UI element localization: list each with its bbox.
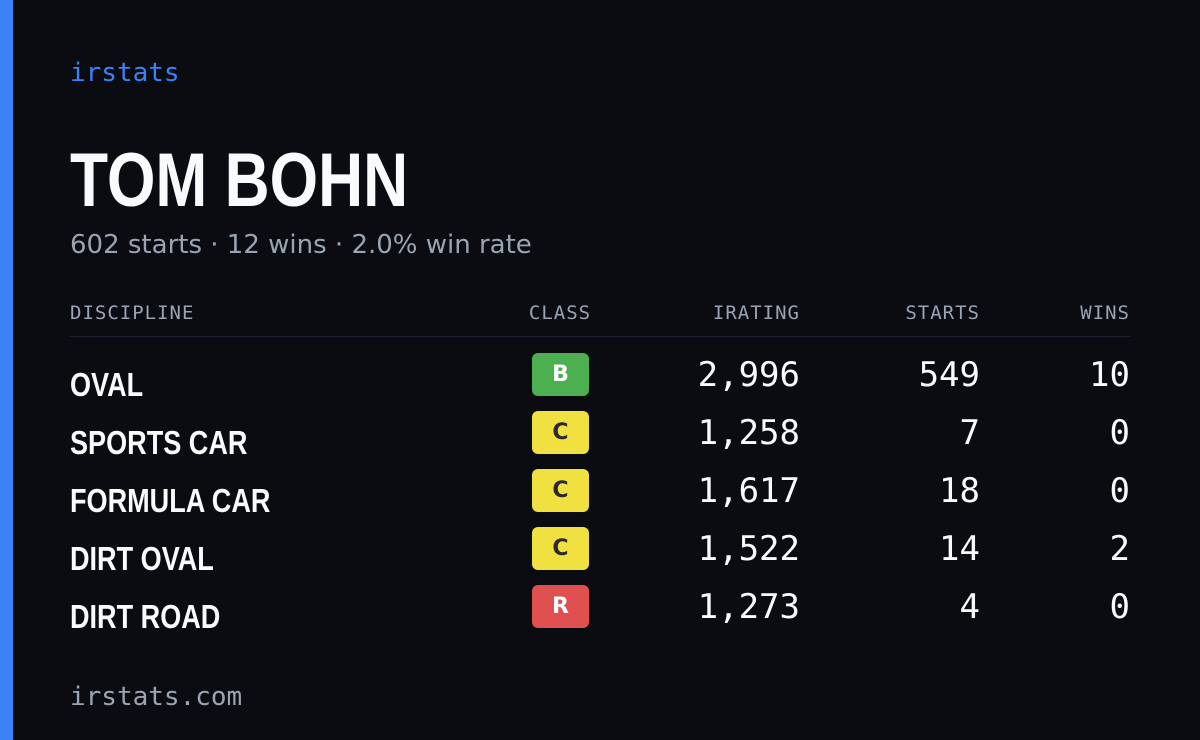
- row-wins: 0: [1109, 413, 1130, 453]
- row-starts: 549: [918, 355, 980, 395]
- table-body: OVAL B 2,996 549 10 SPORTS CAR C 1,258 7…: [70, 351, 1130, 641]
- row-wins: 2: [1109, 529, 1130, 569]
- row-discipline: DIRT OVAL: [70, 540, 214, 577]
- table-row: DIRT OVAL C 1,522 14 2: [70, 525, 1130, 583]
- row-discipline: OVAL: [70, 366, 144, 403]
- row-wins: 0: [1109, 471, 1130, 511]
- brand-logo-text: irstats: [70, 58, 180, 88]
- license-class-badge: B: [532, 353, 589, 396]
- table-row: FORMULA CAR C 1,617 18 0: [70, 467, 1130, 525]
- row-discipline: FORMULA CAR: [70, 482, 271, 519]
- license-class-badge: C: [532, 469, 589, 512]
- row-irating: 1,258: [697, 413, 800, 453]
- license-class-badge: C: [532, 411, 589, 454]
- footer-url: irstats.com: [70, 682, 243, 712]
- table-row: OVAL B 2,996 549 10: [70, 351, 1130, 409]
- discipline-table: DISCIPLINE CLASS IRATING STARTS WINS OVA…: [70, 296, 1130, 641]
- license-class-badge: R: [532, 585, 589, 628]
- table-row: DIRT ROAD R 1,273 4 0: [70, 583, 1130, 641]
- row-irating: 1,617: [697, 471, 800, 511]
- driver-summary: 602 starts · 12 wins · 2.0% win rate: [70, 230, 532, 260]
- row-starts: 18: [939, 471, 980, 511]
- row-wins: 10: [1089, 355, 1130, 395]
- accent-bar: [0, 0, 13, 740]
- header-irating: IRATING: [712, 302, 800, 324]
- row-discipline: DIRT ROAD: [70, 598, 221, 635]
- header-discipline: DISCIPLINE: [70, 302, 195, 324]
- row-irating: 2,996: [697, 355, 800, 395]
- header-class: CLASS: [528, 302, 592, 324]
- row-irating: 1,522: [697, 529, 800, 569]
- row-discipline: SPORTS CAR: [70, 424, 248, 461]
- row-starts: 4: [959, 587, 980, 627]
- row-starts: 7: [959, 413, 980, 453]
- table-row: SPORTS CAR C 1,258 7 0: [70, 409, 1130, 467]
- table-header: DISCIPLINE CLASS IRATING STARTS WINS: [70, 296, 1130, 337]
- row-wins: 0: [1109, 587, 1130, 627]
- license-class-badge: C: [532, 527, 589, 570]
- driver-name: TOM BOHN: [70, 138, 409, 223]
- row-starts: 14: [939, 529, 980, 569]
- header-wins: WINS: [1080, 302, 1130, 324]
- header-starts: STARTS: [905, 302, 980, 324]
- row-irating: 1,273: [697, 587, 800, 627]
